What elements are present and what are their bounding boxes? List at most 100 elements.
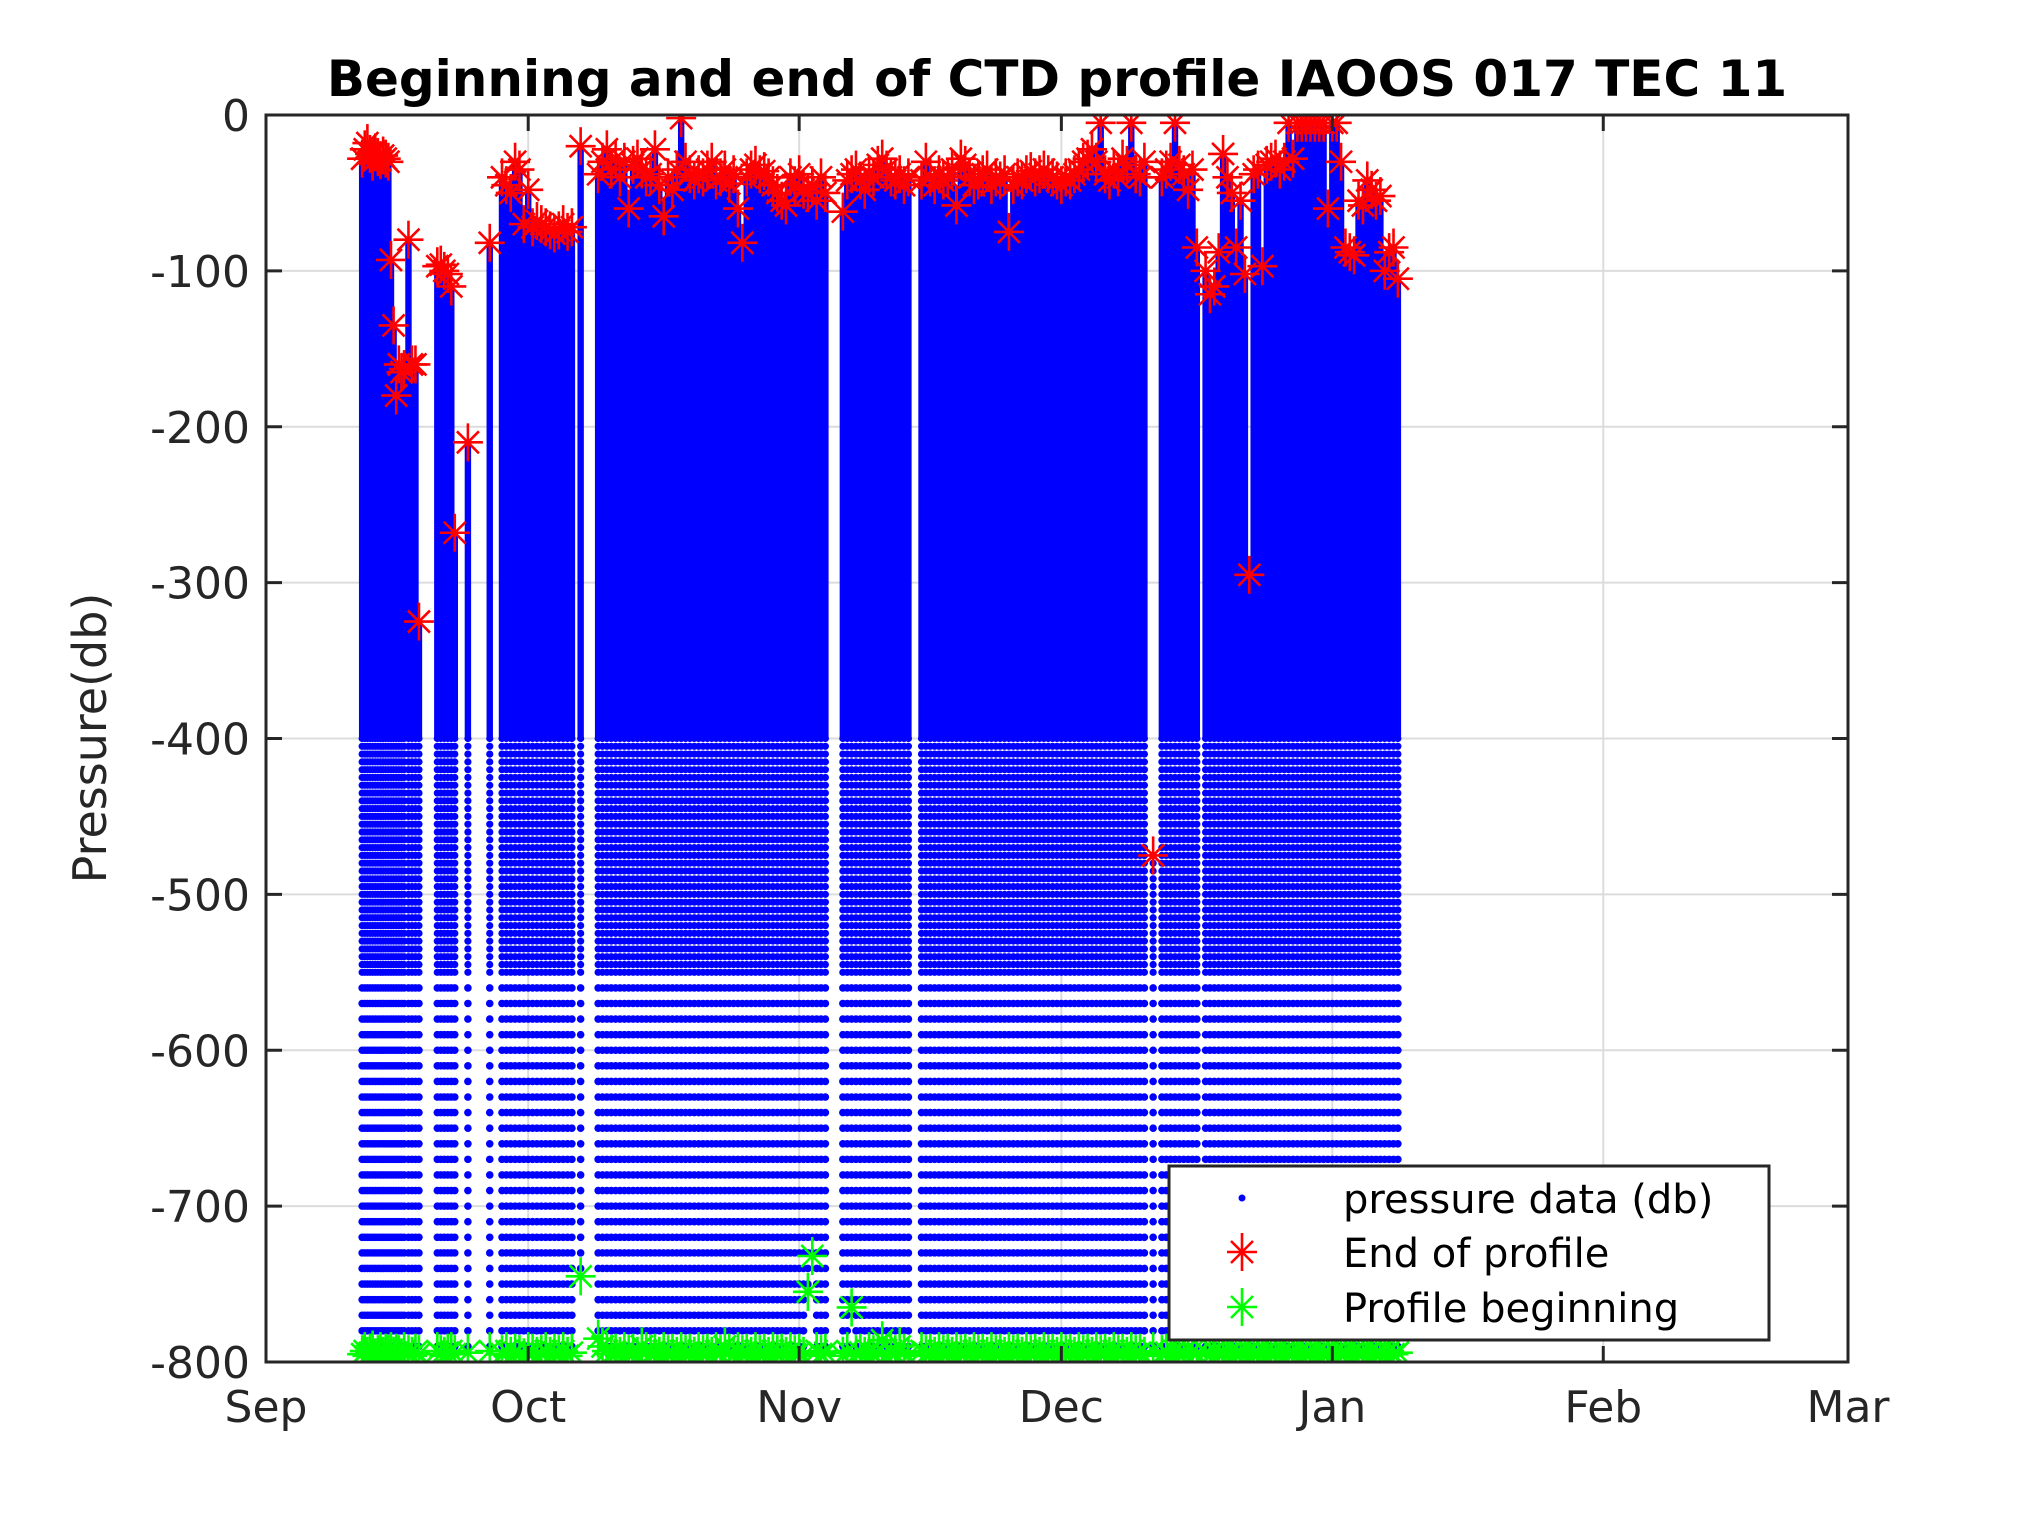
pressure-data-point: [576, 1249, 585, 1257]
pressure-data-point: [415, 1062, 423, 1070]
pressure-data-point: [450, 1093, 459, 1101]
pressure-data-point: [464, 1077, 472, 1086]
pressure-data-point: [568, 1217, 576, 1226]
pressure-data-point: [464, 898, 472, 906]
pressure-data-point: [486, 742, 494, 750]
pressure-data-point: [464, 960, 472, 969]
pressure-data-point: [568, 890, 576, 898]
pressure-data-point: [451, 812, 459, 821]
pressure-data-point: [577, 836, 585, 844]
pressure-data-point: [451, 836, 459, 844]
pressure-data-point: [577, 742, 585, 750]
pressure-data-series: [358, 118, 1402, 1351]
pressure-data-point: [486, 906, 494, 914]
pressure-data-point: [577, 906, 585, 914]
pressure-data-point: [568, 851, 576, 860]
pressure-data-point: [450, 1124, 459, 1132]
pressure-data-point: [464, 882, 472, 891]
pressure-data-band: [405, 239, 412, 739]
pressure-data-point: [450, 1264, 459, 1273]
pressure-data-point: [415, 766, 423, 774]
pressure-data-point: [451, 937, 459, 945]
pressure-data-point: [415, 875, 423, 883]
pressure-data-point: [450, 1030, 459, 1039]
pressure-data-point: [485, 1280, 494, 1288]
pressure-data-point: [464, 968, 472, 976]
pressure-data-point: [577, 882, 585, 891]
pressure-data-point: [451, 805, 459, 813]
pressure-data-point: [568, 1311, 576, 1320]
pressure-data-point: [464, 773, 472, 782]
pressure-data-point: [576, 1217, 585, 1226]
pressure-data-point: [415, 750, 423, 758]
pressure-data-point: [464, 859, 472, 867]
pressure-data-point: [568, 937, 576, 945]
pressure-data-point: [450, 1249, 459, 1257]
pressure-data-point: [464, 1155, 472, 1164]
pressure-data-point: [451, 828, 459, 836]
pressure-data-point: [568, 1327, 576, 1335]
pressure-data-point: [486, 867, 494, 875]
pressure-data-point: [576, 1155, 585, 1164]
pressure-data-point: [450, 1171, 459, 1179]
pressure-data-point: [568, 844, 576, 852]
pressure-data-point: [415, 999, 423, 1008]
pressure-data-point: [415, 1030, 423, 1039]
pressure-data-point: [485, 1171, 494, 1179]
pressure-data-point: [486, 953, 494, 961]
pressure-data-point: [415, 1077, 423, 1086]
pressure-data-point: [568, 1108, 576, 1117]
pressure-data-point: [568, 1015, 576, 1023]
pressure-data-point: [485, 1030, 494, 1039]
pressure-data-point: [450, 1062, 459, 1070]
pressure-data-point: [568, 1077, 576, 1086]
pressure-data-point: [568, 766, 576, 774]
pressure-data-point: [576, 1124, 585, 1132]
pressure-data-point: [576, 1171, 585, 1179]
pressure-data-point: [415, 914, 423, 922]
pressure-data-point: [576, 999, 585, 1008]
pressure-data-point: [464, 890, 472, 898]
pressure-data-point: [451, 953, 459, 961]
pressure-data-point: [415, 1171, 423, 1179]
pressure-data-point: [568, 789, 576, 797]
pressure-data-point: [451, 773, 459, 782]
pressure-data-point: [577, 968, 585, 976]
pressure-data-point: [451, 914, 459, 922]
pressure-data-point: [415, 1327, 423, 1335]
pressure-data-point: [415, 968, 423, 976]
pressure-data-point: [450, 1077, 459, 1086]
pressure-data-point: [464, 1030, 472, 1039]
pressure-data-point: [486, 750, 494, 758]
pressure-data-point: [485, 1295, 494, 1304]
pressure-data-band: [568, 227, 576, 739]
pressure-data-point: [450, 1202, 459, 1210]
pressure-data-point: [451, 960, 459, 969]
pressure-data-point: [451, 734, 459, 743]
pressure-data-point: [486, 789, 494, 797]
pressure-data-point: [450, 1108, 459, 1117]
pressure-data-point: [577, 797, 585, 805]
pressure-data-point: [568, 875, 576, 883]
pressure-data-point: [451, 867, 459, 875]
pressure-data-point: [577, 921, 585, 930]
pressure-data-point: [568, 820, 576, 828]
pressure-data-point: [415, 890, 423, 898]
pressure-data-point: [464, 1046, 472, 1055]
pressure-data-point: [486, 898, 494, 906]
pressure-data-point: [485, 1062, 494, 1070]
pressure-data-point: [450, 1015, 459, 1023]
pressure-data-point: [415, 1015, 423, 1023]
pressure-data-point: [464, 1139, 472, 1148]
pressure-data-point: [464, 929, 472, 937]
pressure-data-point: [568, 1062, 576, 1070]
pressure-data-point: [577, 750, 585, 758]
pressure-data-point: [415, 836, 423, 844]
pressure-data-point: [450, 1046, 459, 1055]
pressure-data-point: [486, 945, 494, 953]
pressure-data-point: [485, 1217, 494, 1226]
pressure-data-point: [451, 820, 459, 828]
pressure-data-point: [568, 1233, 576, 1242]
pressure-data-point: [451, 906, 459, 914]
